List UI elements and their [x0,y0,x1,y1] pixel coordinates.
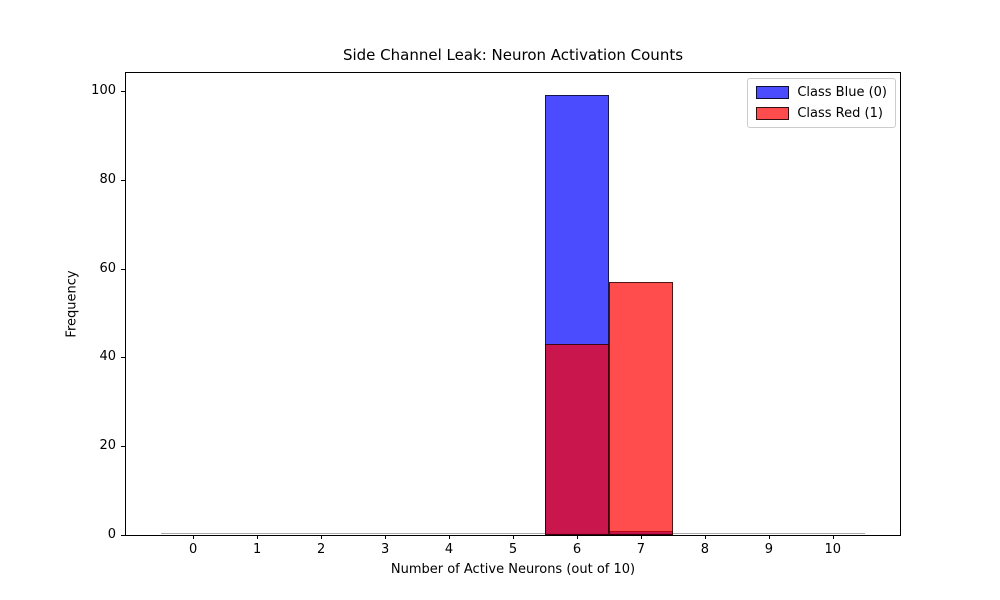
x-tick-label-9: 9 [764,542,774,557]
x-tick-label-1: 1 [252,542,262,557]
legend-label-red: Class Red (1) [797,106,883,121]
x-tick-mark-4 [449,535,450,539]
legend: Class Blue (0) Class Red (1) [747,78,896,128]
legend-label-blue: Class Blue (0) [797,85,887,100]
x-tick-label-2: 2 [316,542,326,557]
x-axis-label: Number of Active Neurons (out of 10) [390,562,636,577]
legend-swatch-blue [756,86,790,99]
y-tick-label-100: 100 [91,82,116,98]
y-tick-mark-0 [121,535,125,536]
x-tick-label-3: 3 [380,542,390,557]
x-tick-label-0: 0 [189,542,198,557]
y-tick-label-0: 0 [107,527,116,542]
x-tick-mark-1 [257,535,259,539]
x-tick-mark-3 [385,535,387,539]
plot-area: 0 1 2 3 4 5 6 7 8 9 10 0 20 40 60 80 100 [91,72,901,557]
y-axis-label: Frequency [64,270,80,338]
y-tick-mark-60 [121,268,125,270]
chart-title: Side Channel Leak: Neuron Activation Cou… [342,46,684,64]
y-tick-label-20: 20 [99,438,116,454]
x-tick-mark-5 [513,535,514,539]
x-tick-label-6: 6 [572,542,582,557]
x-tick-label-5: 5 [508,542,518,557]
histogram-bar-red-bin-7 [609,281,673,535]
x-tick-label-10: 10 [824,542,842,557]
y-tick-mark-20 [121,446,125,448]
y-tick-mark-100 [121,90,125,92]
legend-item-class-red: Class Red (1) [756,105,887,122]
bars-layer [126,73,900,535]
histogram-bar-red-bin-6 [545,344,609,535]
y-tick-label-40: 40 [99,349,116,365]
x-tick-mark-0 [193,535,195,539]
legend-swatch-red [756,107,790,120]
y-tick-label-60: 60 [99,260,116,276]
y-tick-mark-40 [121,357,125,359]
x-tick-mark-6 [577,535,578,539]
x-tick-label-4: 4 [444,542,454,557]
y-tick-label-80: 80 [99,171,116,187]
x-tick-mark-8 [704,535,706,539]
x-tick-label-8: 8 [700,542,710,557]
x-tick-mark-7 [640,535,642,539]
zero-count-baseline [161,532,865,534]
x-tick-mark-10 [832,535,834,539]
y-tick-mark-80 [121,179,125,181]
x-tick-mark-2 [321,535,323,539]
legend-item-class-blue: Class Blue (0) [756,84,887,101]
x-tick-label-7: 7 [636,542,646,557]
x-tick-mark-9 [768,535,770,539]
